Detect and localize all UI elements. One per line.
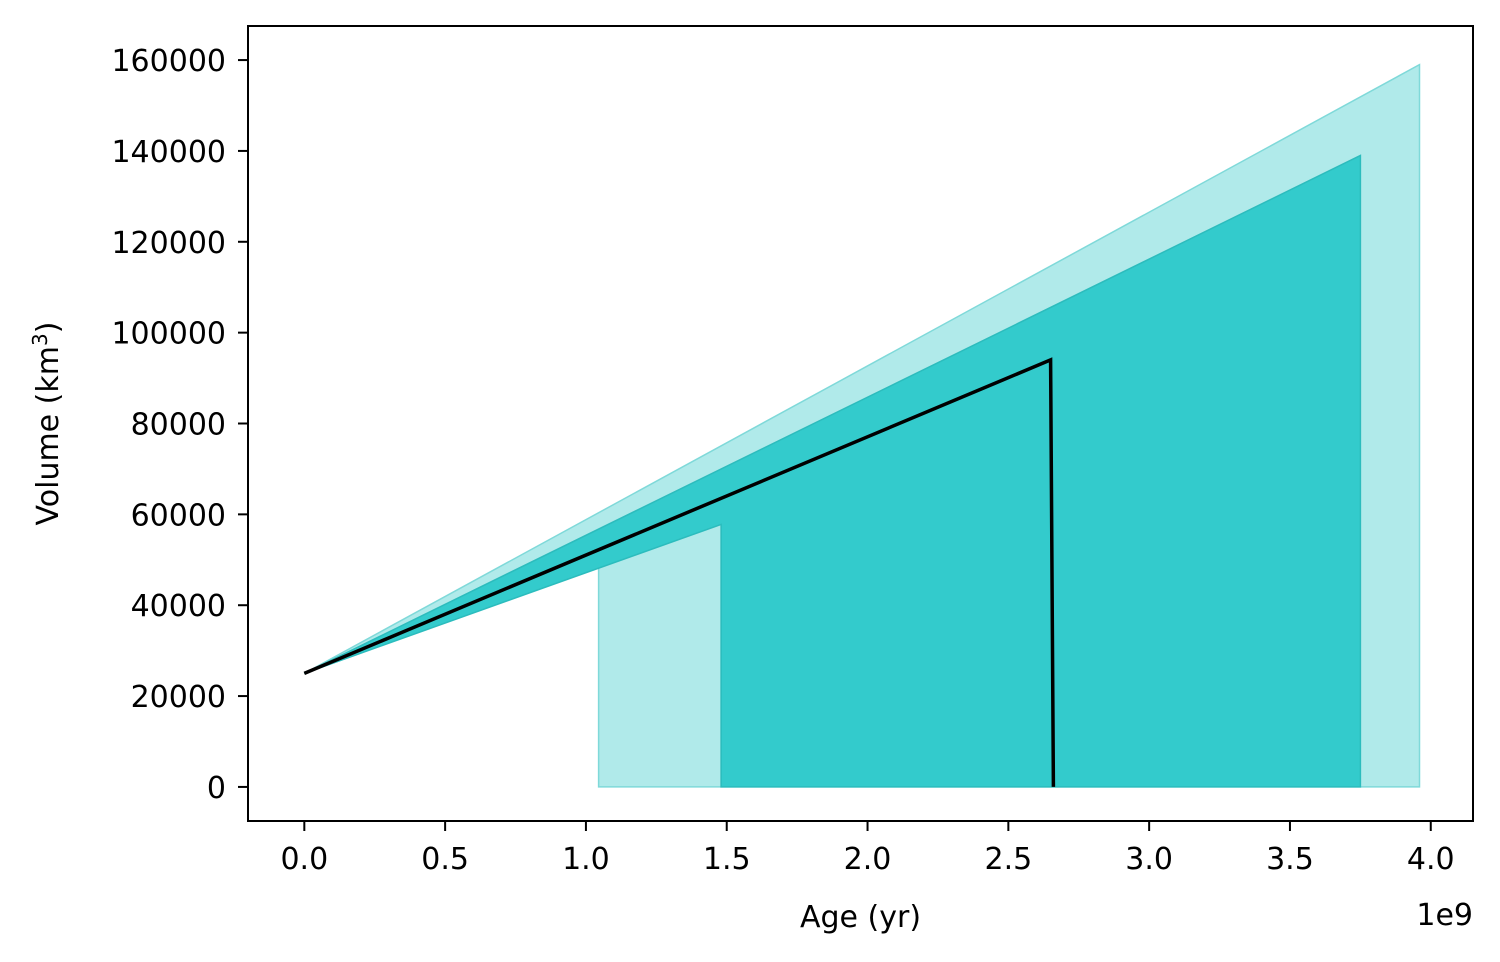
y-tick-label: 100000: [111, 317, 226, 352]
y-axis-label: Volume (km3): [28, 322, 66, 526]
x-tick-label: 0.5: [421, 842, 469, 877]
x-tick-label: 2.0: [844, 842, 892, 877]
y-axis-label-superscript: 3: [28, 333, 52, 346]
x-axis-ticks: 0.0 0.5 1.0 1.5 2.0 2.5 3.0 3.5 4.0: [280, 821, 1455, 877]
bands-layer: [303, 63, 1421, 788]
x-tick-label: 3.0: [1125, 842, 1173, 877]
line-layer: [303, 357, 1056, 787]
y-tick-label: 40000: [131, 589, 226, 624]
x-tick-label: 2.5: [984, 842, 1032, 877]
y-tick-label: 140000: [111, 135, 226, 170]
area-band-2: [303, 154, 1362, 788]
y-axis-label-close: ): [31, 322, 66, 334]
y-axis-ticks: 0 20000 40000 60000 80000 100000 120000 140000 1…: [111, 44, 248, 806]
x-tick-label: 1.0: [562, 842, 610, 877]
x-axis-offset-text: 1e9: [1416, 898, 1473, 933]
x-tick-label: 4.0: [1407, 842, 1455, 877]
y-tick-label: 120000: [111, 226, 226, 261]
y-tick-label: 20000: [131, 680, 226, 715]
y-tick-label: 60000: [131, 498, 226, 533]
y-axis-label-main: Volume (km: [31, 346, 66, 525]
x-axis-label: Age (yr): [800, 900, 921, 935]
y-tick-label: 80000: [131, 408, 226, 443]
y-tick-label: 160000: [111, 44, 226, 79]
series-line: [303, 357, 1056, 787]
x-tick-label: 0.0: [280, 842, 328, 877]
x-tick-label: 3.5: [1266, 842, 1314, 877]
y-tick-label: 0: [207, 771, 226, 806]
x-tick-label: 1.5: [703, 842, 751, 877]
